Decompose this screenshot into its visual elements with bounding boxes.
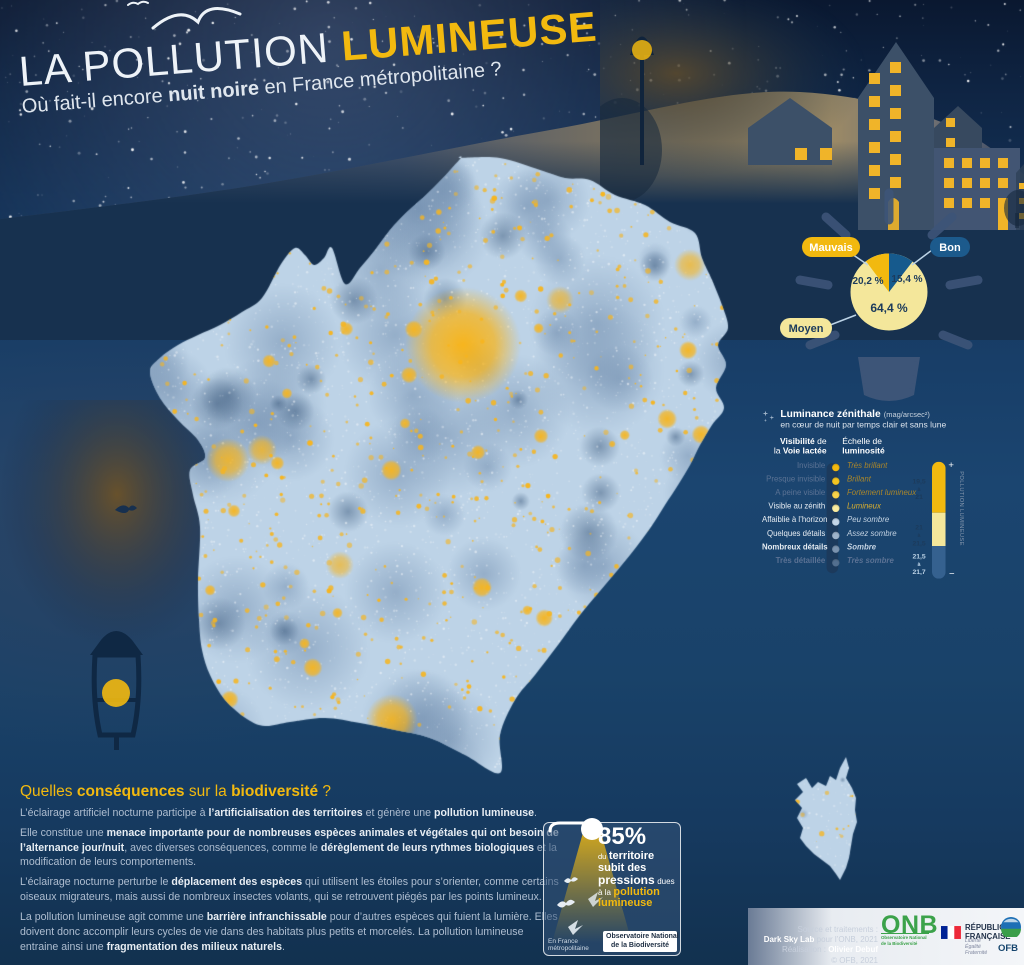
svg-text:15,4 %: 15,4 % <box>891 274 922 285</box>
svg-text:Bon: Bon <box>939 242 961 254</box>
svg-text:64,4 %: 64,4 % <box>870 301 908 315</box>
svg-text:20,2 %: 20,2 % <box>852 276 883 287</box>
svg-text:Moyen: Moyen <box>789 323 824 335</box>
svg-text:Mauvais: Mauvais <box>809 242 852 254</box>
